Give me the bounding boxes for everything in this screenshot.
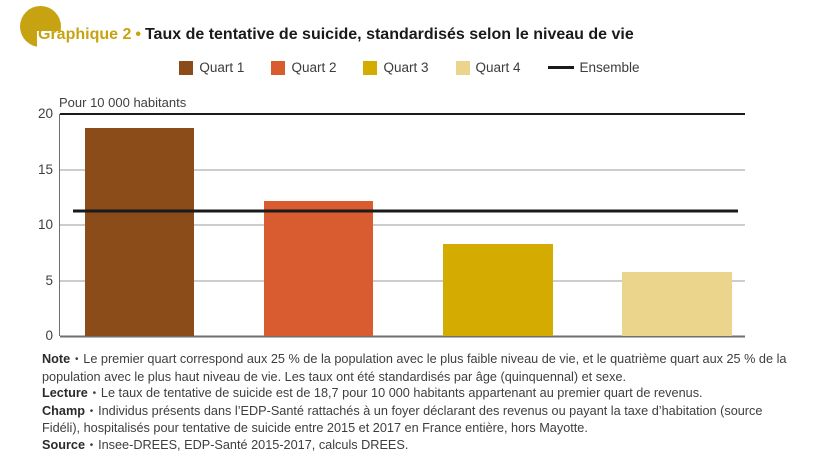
legend-swatch-icon: [455, 60, 470, 75]
legend-swatch-icon: [179, 60, 194, 75]
legend-item-quart-4: Quart 4: [455, 60, 521, 75]
note-label: Champ: [42, 403, 85, 418]
legend-label: Quart 2: [291, 60, 337, 75]
note-source: Source • Insee-DREES, EDP-Santé 2015-201…: [42, 437, 790, 455]
note-bullet: •: [87, 405, 97, 417]
y-tick-label-0: 0: [45, 328, 53, 343]
bar-quart-1: [84, 128, 195, 336]
legend-item-quart-3: Quart 3: [363, 60, 429, 75]
gridline-15: [60, 169, 745, 170]
legend-swatch-icon: [271, 60, 286, 75]
note-lecture: Lecture • Le taux de tentative de suicid…: [42, 385, 790, 403]
y-axis-ticks: 0 5 10 15 20: [0, 106, 53, 343]
note-text: Le taux de tentative de suicide est de 1…: [100, 386, 703, 401]
bar-quart-3: [442, 243, 553, 336]
note-label: Lecture: [42, 386, 88, 401]
legend-label: Quart 1: [199, 60, 245, 75]
ensemble-reference-line: [73, 209, 739, 213]
legend-item-quart-1: Quart 1: [179, 60, 244, 75]
gridline-20: [60, 113, 745, 115]
y-tick-label-20: 20: [37, 106, 53, 121]
note-note: Note • Le premier quart correspond aux 2…: [42, 351, 790, 385]
note-champ: Champ • Individus présents dans l’EDP-Sa…: [42, 403, 790, 437]
note-bullet: •: [89, 388, 99, 400]
title-separator: •: [135, 26, 141, 43]
y-tick-label-10: 10: [37, 217, 53, 232]
y-tick-label-15: 15: [37, 161, 53, 177]
note-bullet: •: [72, 354, 82, 365]
gridline-5: [60, 280, 745, 281]
gridline-0: [60, 335, 745, 338]
legend-label: Ensemble: [579, 60, 640, 75]
legend: Quart 1 Quart 2 Quart 3 Quart 4 Ensemble: [0, 60, 819, 75]
note-label: Note: [42, 352, 71, 366]
legend-swatch-icon: [363, 60, 378, 75]
disc-notch: [37, 31, 63, 48]
legend-item-quart-2: Quart 2: [271, 60, 336, 75]
note-text: Individus présents dans l’EDP-Santé ratt…: [42, 403, 763, 436]
bar-quart-4: [622, 271, 732, 336]
graph-bullet-icon: [20, 6, 63, 48]
legend-label: Quart 4: [475, 60, 521, 75]
page-title: Taux de tentative de suicide, standardis…: [144, 26, 634, 43]
legend-label: Quart 3: [383, 60, 429, 75]
figure-kicker: Graphique 2: [38, 26, 132, 43]
note-text: Insee-DREES, EDP-Santé 2015-2017, calcul…: [98, 437, 409, 452]
y-axis-unit-label: Pour 10 000 habitants: [59, 95, 187, 110]
gridline-10: [60, 224, 745, 226]
note-label: Source: [42, 437, 86, 452]
note-text: Le premier quart correspond aux 25 % de …: [42, 352, 787, 384]
plot-area: [59, 113, 745, 338]
legend-line-icon: [547, 66, 574, 69]
legend-item-ensemble: Ensemble: [547, 60, 640, 75]
bar-quart-2: [263, 200, 374, 336]
figure-title: Graphique 2 • Taux de tentative de suicide…: [38, 25, 798, 45]
y-tick-label-5: 5: [45, 272, 53, 288]
notes: Note • Le premier quart correspond aux 2…: [42, 351, 790, 455]
note-bullet: •: [87, 439, 97, 451]
